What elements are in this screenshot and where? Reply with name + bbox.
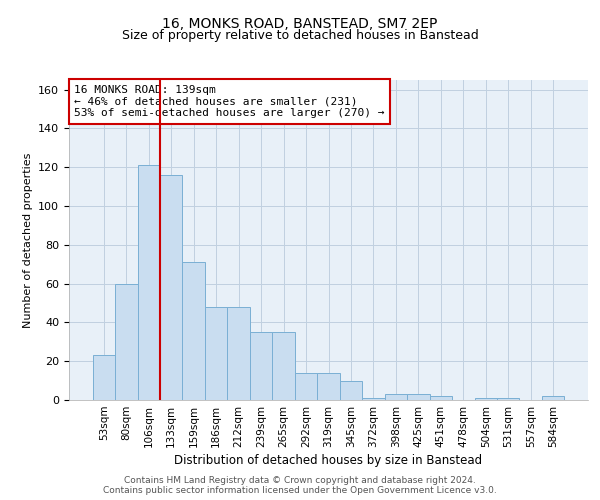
Bar xyxy=(205,307,227,400)
Text: Size of property relative to detached houses in Banstead: Size of property relative to detached ho… xyxy=(122,29,478,42)
Text: 16, MONKS ROAD, BANSTEAD, SM7 2EP: 16, MONKS ROAD, BANSTEAD, SM7 2EP xyxy=(163,18,437,32)
Bar xyxy=(137,166,160,400)
Text: Contains public sector information licensed under the Open Government Licence v3: Contains public sector information licen… xyxy=(103,486,497,495)
Text: 16 MONKS ROAD: 139sqm
← 46% of detached houses are smaller (231)
53% of semi-det: 16 MONKS ROAD: 139sqm ← 46% of detached … xyxy=(74,85,385,118)
Bar xyxy=(160,175,182,400)
Text: Contains HM Land Registry data © Crown copyright and database right 2024.: Contains HM Land Registry data © Crown c… xyxy=(124,476,476,485)
Bar xyxy=(542,396,565,400)
Bar xyxy=(475,398,497,400)
Bar xyxy=(497,398,520,400)
Bar xyxy=(272,332,295,400)
Y-axis label: Number of detached properties: Number of detached properties xyxy=(23,152,32,328)
Bar xyxy=(182,262,205,400)
Bar xyxy=(92,356,115,400)
Bar xyxy=(430,396,452,400)
Bar xyxy=(407,394,430,400)
Bar xyxy=(340,380,362,400)
Bar xyxy=(250,332,272,400)
Bar xyxy=(295,373,317,400)
Bar xyxy=(227,307,250,400)
Bar xyxy=(385,394,407,400)
Bar xyxy=(362,398,385,400)
Bar xyxy=(317,373,340,400)
X-axis label: Distribution of detached houses by size in Banstead: Distribution of detached houses by size … xyxy=(175,454,482,467)
Bar xyxy=(115,284,137,400)
